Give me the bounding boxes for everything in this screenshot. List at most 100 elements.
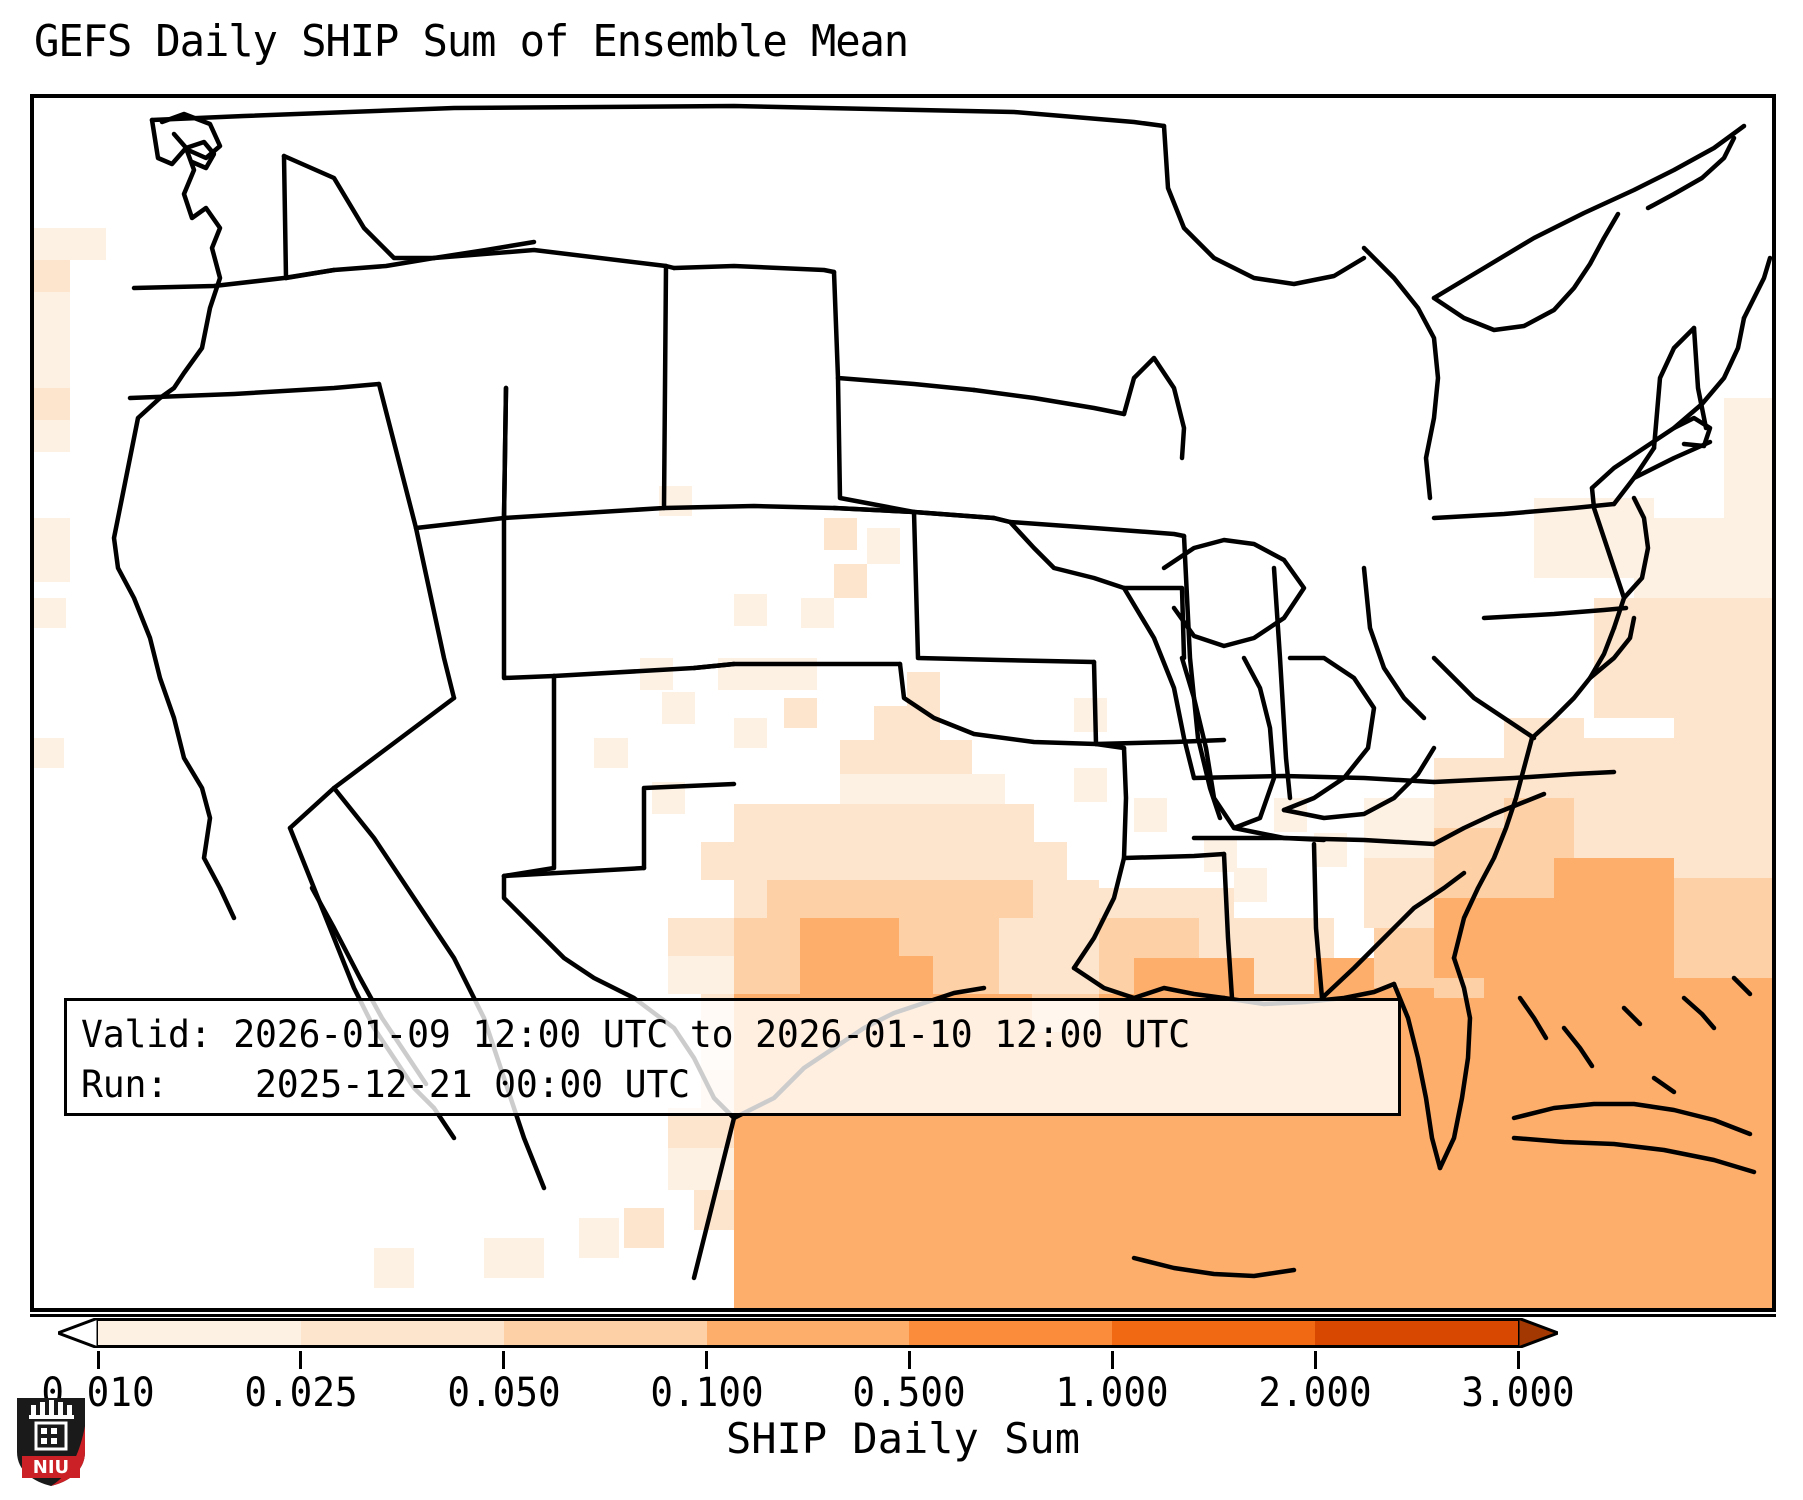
- border-id-mt: [281, 153, 437, 261]
- coast-mexico-gulf: [691, 1115, 737, 1281]
- coast-vancouver: [159, 111, 223, 161]
- colorbar-top-rule: [30, 1314, 1776, 1317]
- border-on-ny: [1361, 245, 1441, 501]
- border-ga-sc: [1319, 870, 1467, 1001]
- colorbar-tick-7: [1516, 1351, 1520, 1369]
- border-ky-tn: [1191, 773, 1437, 785]
- coast-cuba-south: [1511, 1135, 1757, 1175]
- border-ca-az: [287, 695, 457, 831]
- coast-florida-west: [1391, 981, 1443, 1171]
- shade-florida-bahamas: [1364, 718, 1772, 1308]
- page-title: GEFS Daily SHIP Sum of Ensemble Mean: [34, 16, 909, 67]
- border-mo-ne-ia: [991, 515, 1127, 591]
- border-pa-md-va: [1481, 605, 1629, 621]
- coast-pacific-nw: [111, 117, 237, 921]
- border-ia-mo: [1007, 519, 1187, 539]
- border-tn-ms-al-ga: [1191, 835, 1437, 847]
- shade-misc: [374, 798, 1347, 1288]
- shade-plains: [594, 486, 1167, 832]
- colorbar-tick-5: [1110, 1351, 1114, 1369]
- coast-lake-michigan: [1179, 655, 1277, 831]
- border-nm-tx-south: [501, 865, 647, 879]
- coast-bahamas-5: [1731, 975, 1753, 997]
- border-il-ky-mo: [1121, 585, 1197, 781]
- coast-bahamas-1: [1517, 995, 1549, 1041]
- coast-bahamas-2: [1561, 1025, 1595, 1069]
- colorbar-tick-1: [299, 1351, 303, 1369]
- border-oh-wv-pa: [1361, 565, 1427, 721]
- geography-layer: [111, 103, 1772, 1281]
- border-ne-states: [1631, 439, 1713, 481]
- border-nm-tx-west: [641, 781, 737, 871]
- coast-northeast: [1589, 315, 1747, 491]
- border-ut-co-wy: [501, 263, 669, 521]
- logo-banner: [22, 1456, 80, 1478]
- coast-lake-erie-ont: [1281, 745, 1437, 821]
- border-wi-il: [1121, 585, 1187, 661]
- colorbar-segment-4: [909, 1321, 1113, 1345]
- border-canada: [149, 103, 1167, 129]
- colorbar-segment-2: [503, 1321, 707, 1345]
- coast-lake-huron-erie: [1281, 655, 1377, 813]
- coast-outer-banks: [1587, 615, 1637, 681]
- coast-atlantic-se: [1451, 735, 1535, 961]
- colorbar-tick-label-2: 0.050: [447, 1370, 561, 1416]
- border-ca-nv: [376, 381, 457, 701]
- border-sc-nc: [1431, 791, 1547, 847]
- border-wv-va: [1431, 655, 1537, 741]
- colorbar-tick-label-7: 3.000: [1461, 1370, 1575, 1416]
- shade-pacific: [34, 228, 106, 768]
- colorbar-segment-0: [98, 1321, 301, 1345]
- border-wy-mt: [431, 247, 677, 271]
- border-mexico-inner: [331, 785, 547, 1191]
- info-box: Valid: 2026-01-09 12:00 UTC to 2026-01-1…: [64, 998, 1401, 1116]
- border-nd-sd: [831, 269, 977, 393]
- coast-lake-superior: [1161, 537, 1307, 649]
- border-ok-ar: [1091, 659, 1099, 747]
- colorbar-tick-2: [502, 1351, 506, 1369]
- border-ny-vt-nh: [1651, 325, 1697, 451]
- border-ut-az: [501, 515, 557, 681]
- coast-bahamas-3: [1621, 1005, 1643, 1027]
- border-mt-nd: [671, 263, 837, 275]
- border-ne-ks: [831, 505, 1013, 525]
- coast-florida-east: [1437, 955, 1473, 1171]
- logo-castle-icon: [29, 1400, 74, 1451]
- border-wa-or: [131, 267, 337, 291]
- colorbar-segment-5: [1112, 1321, 1316, 1345]
- colorbar[interactable]: 0.010 0.025 0.050 0.100 0.500 1.000 2.000 3.000: [30, 1314, 1776, 1416]
- colorbar-segment-6: [1315, 1321, 1518, 1345]
- coast-cuba-north: [1511, 1101, 1753, 1137]
- map-panel[interactable]: Valid: 2026-01-09 12:00 UTC to 2026-01-1…: [30, 94, 1776, 1312]
- colorbar-tick-labels: 0.010 0.025 0.050 0.100 0.500 1.000 2.000 3.000: [30, 1370, 1776, 1420]
- colorbar-segment-3: [706, 1321, 910, 1345]
- border-tx-la: [1071, 745, 1129, 971]
- run-time-line: Run: 2025-12-21 00:00 UTC: [81, 1063, 690, 1106]
- coast-bahamas-4: [1681, 995, 1717, 1031]
- border-id-nv-ut: [283, 239, 537, 281]
- border-mo-ar: [1093, 737, 1227, 747]
- colorbar-tick-label-3: 0.100: [649, 1370, 764, 1416]
- border-id-wa: [281, 153, 289, 281]
- coast-stlawrence: [1431, 211, 1621, 333]
- border-la-gulf: [1071, 965, 1227, 1001]
- border-vt-nh: [1691, 325, 1709, 431]
- colorbar-extend-min-icon: [58, 1318, 98, 1348]
- border-ks-ok: [911, 509, 1097, 665]
- coast-gaspe: [1645, 135, 1737, 211]
- colorbar-tick-label-4: 0.500: [852, 1370, 967, 1416]
- colorbar-tick-4: [907, 1351, 911, 1369]
- coast-bahamas-6: [1651, 1075, 1677, 1095]
- colorbar-gradient: [98, 1318, 1518, 1348]
- border-ar-la: [1121, 851, 1227, 861]
- colorbar-tick-label-6: 2.000: [1258, 1370, 1372, 1416]
- valid-time-line: Valid: 2026-01-09 12:00 UTC to 2026-01-1…: [81, 1013, 1190, 1056]
- coast-yucatan: [1131, 1255, 1297, 1279]
- colorbar-segment-1: [300, 1321, 504, 1345]
- border-ms-al: [1221, 851, 1235, 1001]
- niu-logo: NIU: [17, 1398, 85, 1486]
- coast-carolinas: [1529, 625, 1617, 741]
- border-ok-tx: [897, 661, 1127, 751]
- coast-maine: [1741, 255, 1772, 321]
